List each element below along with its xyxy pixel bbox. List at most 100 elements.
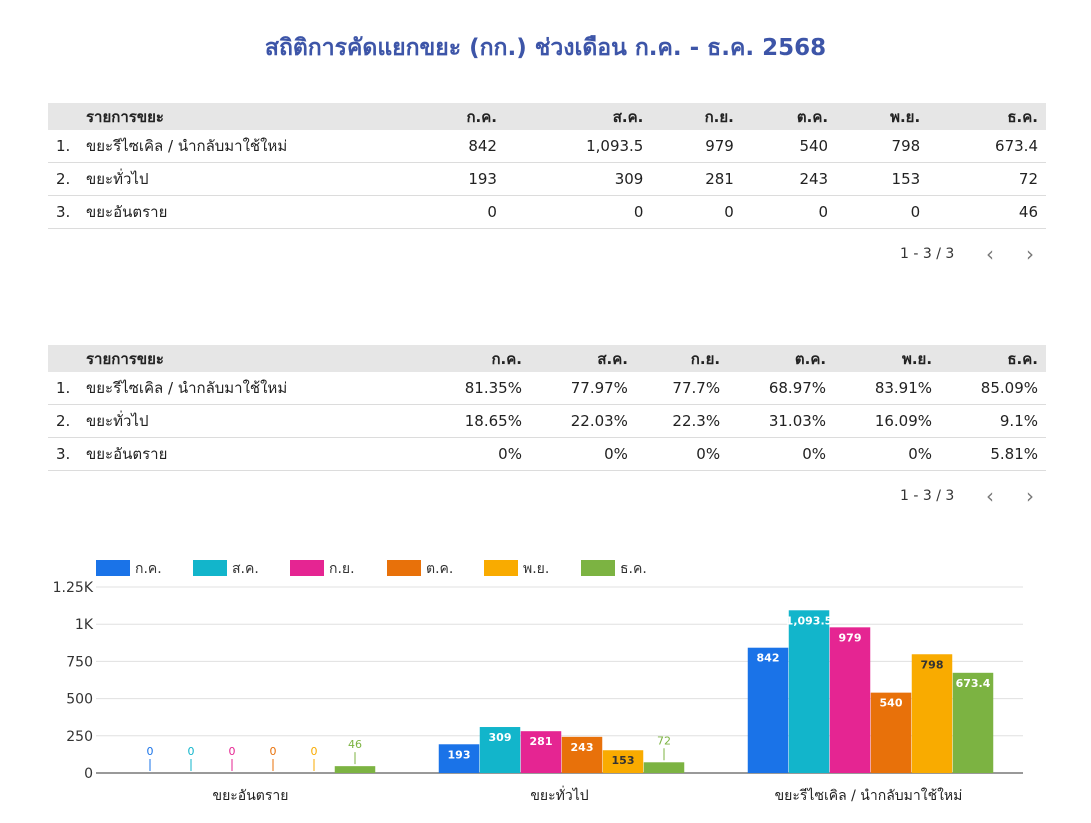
table2-pagination: 1 - 3 / 3 ‹ ›: [900, 486, 1050, 506]
table-cell: 0%: [424, 437, 530, 471]
y-tick-label: 0: [84, 766, 93, 782]
y-tick-label: 750: [66, 654, 93, 670]
table-cell: 0: [651, 195, 742, 229]
bar: [643, 762, 685, 773]
row-label: ขยะทั่วไป: [78, 162, 412, 196]
row-index: 3.: [48, 195, 78, 229]
x-tick-label: ขยะรีไซเคิล / นำกลับมาใช้ใหม่: [775, 787, 963, 804]
table-cell: 77.97%: [529, 372, 636, 405]
column-header[interactable]: ก.ค.: [466, 107, 497, 126]
index-header: [48, 103, 78, 130]
data-label: 46: [348, 738, 362, 751]
table-cell: 81.35%: [424, 372, 530, 405]
table-cell: 309: [504, 162, 652, 196]
pagination-label: 1 - 3 / 3: [900, 488, 955, 504]
row-label: ขยะอันตราย: [78, 437, 424, 471]
legend-swatch: [193, 560, 227, 576]
bar: [911, 654, 953, 773]
table-cell: 979: [651, 130, 742, 163]
x-tick-label: ขยะทั่วไป: [530, 786, 588, 804]
legend-swatch: [96, 560, 130, 576]
table-cell: 31.03%: [728, 404, 835, 438]
table-cell: 22.03%: [529, 404, 636, 438]
table-cell: 0%: [728, 437, 835, 471]
y-tick-label: 500: [66, 692, 93, 708]
y-tick-label: 1.25K: [53, 580, 94, 596]
waste-weight-table: รายการขยะ ก.ค. ส.ค. ก.ย. ต.ค. พ.ย. ธ.ค. …: [48, 103, 1046, 229]
legend-label: ก.ย.: [329, 561, 355, 577]
table-cell: 18.65%: [424, 404, 530, 438]
row-index: 2.: [48, 162, 78, 196]
y-tick-label: 250: [66, 729, 93, 745]
chevron-right-icon[interactable]: ›: [1026, 484, 1034, 508]
index-header: [48, 345, 78, 372]
row-index: 2.: [48, 404, 78, 438]
table-row: 1. ขยะรีไซเคิล / นำกลับมาใช้ใหม่ 81.35% …: [48, 372, 1046, 405]
row-index: 1.: [48, 130, 78, 163]
data-label: 309: [489, 731, 512, 744]
bar: [788, 610, 830, 773]
row-index: 1.: [48, 372, 78, 405]
chevron-right-icon[interactable]: ›: [1026, 242, 1034, 266]
column-header[interactable]: พ.ย.: [890, 107, 921, 126]
bar: [479, 727, 521, 773]
table-cell: 0: [836, 195, 929, 229]
row-index: 3.: [48, 437, 78, 471]
table-cell: 16.09%: [834, 404, 941, 438]
column-header[interactable]: ต.ค.: [794, 349, 827, 368]
column-header[interactable]: ก.ค.: [491, 349, 522, 368]
bar: [520, 731, 562, 773]
column-header[interactable]: ส.ค.: [597, 349, 628, 368]
table-cell: 0: [412, 195, 505, 229]
column-header[interactable]: พ.ย.: [901, 349, 933, 368]
data-label: 0: [188, 745, 195, 758]
table-cell: 0%: [834, 437, 941, 471]
data-label: 243: [571, 741, 594, 754]
table-cell: 72: [928, 162, 1046, 196]
legend-swatch: [387, 560, 421, 576]
data-label: 673.4: [956, 677, 991, 690]
legend-swatch: [581, 560, 615, 576]
table-header-row: รายการขยะ ก.ค. ส.ค. ก.ย. ต.ค. พ.ย. ธ.ค.: [48, 103, 1046, 130]
legend-label: ธ.ค.: [620, 561, 647, 577]
row-label: ขยะอันตราย: [78, 195, 412, 229]
column-header-waste-type[interactable]: รายการขยะ: [86, 107, 164, 126]
legend-label: ส.ค.: [232, 561, 259, 577]
column-header[interactable]: ส.ค.: [612, 107, 644, 126]
chevron-left-icon[interactable]: ‹: [986, 484, 994, 508]
bar: [829, 627, 871, 773]
x-tick-label: ขยะอันตราย: [213, 788, 289, 804]
table-cell: 842: [412, 130, 505, 163]
bar: [334, 766, 376, 773]
legend-swatch: [290, 560, 324, 576]
data-label: 0: [229, 745, 236, 758]
table-row: 3. ขยะอันตราย 0% 0% 0% 0% 0% 5.81%: [48, 437, 1046, 471]
table-row: 3. ขยะอันตราย 0 0 0 0 0 46: [48, 195, 1046, 229]
table-cell: 193: [412, 162, 505, 196]
table-cell: 5.81%: [940, 437, 1046, 471]
column-header[interactable]: ธ.ค.: [1007, 349, 1038, 368]
page-title: สถิติการคัดแยกขยะ (กก.) ช่วงเดือน ก.ค. -…: [264, 35, 827, 61]
table-cell: 540: [741, 130, 837, 163]
table-cell: 798: [836, 130, 929, 163]
table-header-row: รายการขยะ ก.ค. ส.ค. ก.ย. ต.ค. พ.ย. ธ.ค.: [48, 345, 1046, 372]
chevron-left-icon[interactable]: ‹: [986, 242, 994, 266]
column-header-waste-type[interactable]: รายการขยะ: [86, 349, 164, 368]
column-header[interactable]: ก.ย.: [704, 107, 734, 126]
bar: [870, 692, 912, 773]
row-label: ขยะรีไซเคิล / นำกลับมาใช้ใหม่: [78, 130, 412, 163]
legend-label: ก.ค.: [135, 561, 162, 577]
bar-chart: 0 250 500 750 1K 1.25K ก.ค. ส.ค. ก.ย. ต.ค. พ.ย. ธ.ค…: [53, 560, 1023, 804]
data-label: 0: [270, 745, 277, 758]
column-header[interactable]: ธ.ค.: [1007, 107, 1038, 126]
column-header[interactable]: ต.ค.: [796, 107, 829, 126]
bar: [747, 647, 789, 773]
column-header[interactable]: ก.ย.: [690, 349, 721, 368]
table-cell: 83.91%: [834, 372, 941, 405]
table-cell: 0: [504, 195, 652, 229]
data-label: 0: [147, 745, 154, 758]
table-cell: 68.97%: [728, 372, 835, 405]
table-cell: 46: [928, 195, 1046, 229]
data-label: 979: [839, 631, 862, 644]
legend-label: พ.ย.: [523, 561, 549, 577]
